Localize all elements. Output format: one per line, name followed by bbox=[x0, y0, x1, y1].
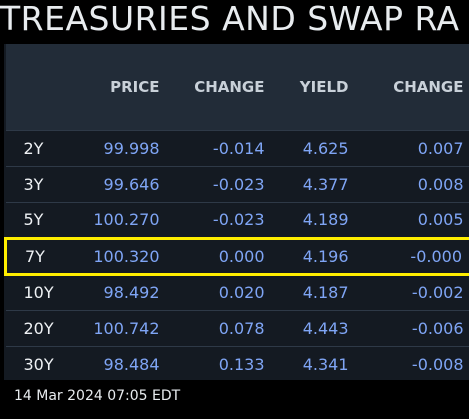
table: PRICE CHANGE YIELD CHANGE 2Y 99.998 -0.014 4.6… bbox=[4, 44, 469, 382]
cell: 100.320 bbox=[81, 236, 167, 276]
timestamp: 14 Mar 2024 07:05 EDT bbox=[14, 388, 181, 404]
cell: 0.078 bbox=[218, 318, 265, 338]
cell: 0.005 bbox=[417, 210, 464, 229]
column-header: CHANGE bbox=[194, 77, 265, 96]
header-row: PRICE CHANGE YIELD CHANGE bbox=[5, 44, 469, 130]
table-row: 7Y 100.320 0.000 4.196 -0.000 bbox=[4, 236, 469, 276]
column-header: PRICE bbox=[110, 77, 160, 96]
table-row: 30Y 98.484 0.133 4.341 -0.008 bbox=[5, 346, 469, 382]
row-label: 20Y bbox=[23, 318, 54, 338]
cell: 4.196 bbox=[271, 236, 356, 276]
cell: 0.007 bbox=[417, 138, 464, 158]
cell: 4.443 bbox=[302, 318, 349, 338]
cell: -0.006 bbox=[411, 318, 464, 338]
cell: -0.014 bbox=[212, 138, 265, 158]
cell: 0.000 bbox=[166, 236, 272, 276]
cell: 4.625 bbox=[302, 138, 349, 158]
cell: 0.133 bbox=[218, 354, 265, 374]
cell: 99.646 bbox=[103, 174, 160, 194]
row-label: 10Y bbox=[23, 283, 54, 302]
header-cell bbox=[6, 44, 82, 130]
table-row: 5Y 100.270 -0.023 4.189 0.005 bbox=[5, 202, 469, 238]
table-row: 20Y 100.742 0.078 4.443 -0.006 bbox=[5, 310, 469, 346]
row-label: 2Y bbox=[23, 138, 44, 158]
cell: 4.189 bbox=[302, 210, 349, 229]
cell: 0.020 bbox=[218, 283, 265, 302]
cell: 100.742 bbox=[93, 318, 160, 338]
cell: 0.008 bbox=[417, 174, 464, 194]
cell: 4.187 bbox=[302, 283, 349, 302]
cell: 98.484 bbox=[103, 354, 160, 374]
row-label: 5Y bbox=[23, 210, 44, 229]
cell: -0.008 bbox=[411, 354, 464, 374]
cell: -0.002 bbox=[411, 283, 464, 302]
table-row: 10Y 98.492 0.020 4.187 -0.002 bbox=[5, 274, 469, 310]
cell: -0.023 bbox=[212, 210, 265, 229]
cell: 100.270 bbox=[93, 210, 160, 229]
column-header: CHANGE bbox=[393, 77, 464, 96]
cell: 4.341 bbox=[302, 354, 349, 374]
cell: -0.023 bbox=[212, 174, 265, 194]
row-label: 30Y bbox=[23, 354, 54, 374]
cell: 99.998 bbox=[103, 138, 160, 158]
row-label: 7Y bbox=[4, 236, 82, 276]
row-label: 3Y bbox=[23, 174, 44, 194]
table-row: 3Y 99.646 -0.023 4.377 0.008 bbox=[5, 166, 469, 202]
column-header: YIELD bbox=[299, 77, 349, 96]
cell: -0.000 bbox=[355, 236, 469, 276]
cell: 4.377 bbox=[302, 174, 349, 194]
cell: 98.492 bbox=[103, 283, 160, 302]
table-row: 2Y 99.998 -0.014 4.625 0.007 bbox=[5, 130, 469, 166]
table-panel: PRICE CHANGE YIELD CHANGE 2Y 99.998 -0.014 4.6… bbox=[4, 44, 469, 380]
title: TREASURIES AND SWAP RA bbox=[0, 0, 460, 38]
